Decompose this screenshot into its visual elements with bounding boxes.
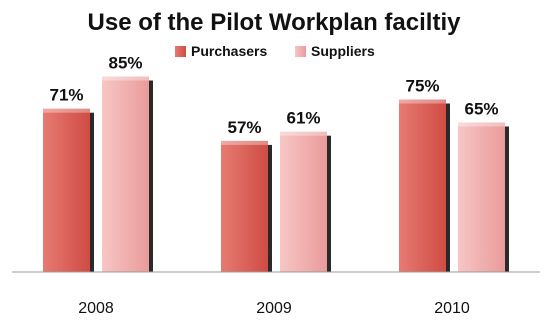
data-label-suppliers-2010: 65% — [464, 100, 498, 119]
chart-title: Use of the Pilot Workplan faciltiy — [88, 9, 462, 36]
legend-swatch-purchasers — [175, 46, 186, 57]
data-label-suppliers-2009: 61% — [286, 109, 320, 128]
legend-label-purchasers: Purchasers — [191, 43, 267, 59]
bar-suppliers-2009 — [280, 131, 327, 272]
legend-label-suppliers: Suppliers — [311, 43, 375, 59]
data-label-purchasers-2008: 71% — [49, 86, 83, 105]
bar-purchasers-2009 — [221, 140, 268, 272]
bar-highlight-suppliers-2010 — [458, 122, 505, 127]
legend-swatch-suppliers — [295, 46, 306, 57]
legend: Purchasers Suppliers — [175, 43, 375, 59]
bar-highlight-suppliers-2008 — [102, 76, 149, 81]
x-axis-ticks: 2008 2009 2010 — [78, 300, 470, 317]
bar-purchasers-2008 — [43, 108, 90, 272]
x-tick-label-2010: 2010 — [434, 300, 470, 317]
data-label-purchasers-2010: 75% — [405, 77, 439, 96]
bar-highlight-suppliers-2009 — [280, 131, 327, 136]
bar-suppliers-2008 — [102, 76, 149, 272]
x-tick-label-2008: 2008 — [78, 300, 114, 317]
bar-highlight-purchasers-2010 — [399, 99, 446, 104]
bars-layer — [43, 76, 509, 272]
data-labels-layer: 71% 85% 57% 61% 75% 65% — [49, 54, 498, 137]
bar-suppliers-2010 — [458, 122, 505, 272]
bar-highlight-purchasers-2009 — [221, 140, 268, 145]
data-label-purchasers-2009: 57% — [227, 118, 261, 137]
x-tick-label-2009: 2009 — [256, 300, 292, 317]
data-label-suppliers-2008: 85% — [108, 54, 142, 73]
bar-highlight-purchasers-2008 — [43, 108, 90, 113]
bar-purchasers-2010 — [399, 99, 446, 272]
